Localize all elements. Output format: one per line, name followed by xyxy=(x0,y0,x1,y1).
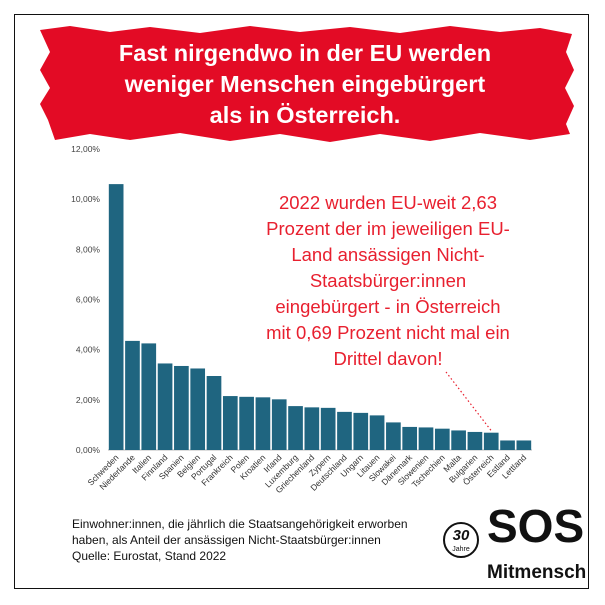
y-tick-label: 2,00% xyxy=(76,395,101,405)
title-banner xyxy=(40,26,574,142)
bar xyxy=(255,397,271,450)
title-line: als in Österreich. xyxy=(209,102,401,128)
bar xyxy=(174,365,189,450)
bar xyxy=(190,368,206,450)
bar xyxy=(386,422,401,450)
footnote-line: Einwohner:innen, die jährlich die Staats… xyxy=(72,517,408,531)
title-line: weniger Menschen eingebürgert xyxy=(124,71,486,97)
bar xyxy=(451,430,466,450)
bar xyxy=(125,340,140,450)
annotation-line: Staatsbürger:innen xyxy=(309,270,467,291)
anniversary-badge: 30 Jahre xyxy=(443,522,479,558)
y-tick-label: 0,00% xyxy=(76,445,101,455)
chart-annotation: 2022 wurden EU-weit 2,63 Prozent der im … xyxy=(238,190,538,372)
bar xyxy=(108,184,124,450)
title-line: Fast nirgendwo in der EU werden xyxy=(118,40,492,66)
bar xyxy=(369,415,385,450)
bar xyxy=(337,411,352,450)
footnote-line: haben, als Anteil der ansässigen Nicht-S… xyxy=(72,533,381,547)
bar xyxy=(288,406,303,450)
bar xyxy=(402,426,418,450)
annotation-line: eingebürgert - in Österreich xyxy=(275,296,501,317)
bar xyxy=(353,412,369,450)
annotation-line: Drittel davon! xyxy=(333,348,443,369)
annotation-line: Prozent der im jeweiligen EU- xyxy=(266,218,510,239)
bar xyxy=(141,343,157,450)
bar xyxy=(222,396,238,450)
badge-word: Jahre xyxy=(452,546,470,553)
bar xyxy=(418,427,434,450)
annotation-line: 2022 wurden EU-weit 2,63 xyxy=(278,192,498,213)
bar xyxy=(304,407,320,450)
chart-footnote: Einwohner:innen, die jährlich die Staats… xyxy=(72,516,412,564)
sos-mitmensch-logo: SOS 30 Jahre Mitmensch xyxy=(443,500,586,583)
bar xyxy=(239,396,254,450)
bar xyxy=(271,399,287,450)
bar xyxy=(483,432,499,450)
bar xyxy=(500,440,515,450)
badge-number: 30 xyxy=(453,527,470,544)
bar xyxy=(320,407,336,450)
bar xyxy=(157,363,173,450)
y-tick-label: 10,00% xyxy=(71,194,100,204)
y-tick-label: 4,00% xyxy=(76,345,101,355)
y-tick-label: 12,00% xyxy=(71,144,100,154)
page-frame xyxy=(14,14,589,589)
y-tick-label: 8,00% xyxy=(76,244,101,254)
banner-brush-shape xyxy=(40,26,574,142)
bar xyxy=(206,376,222,450)
bar xyxy=(467,431,483,450)
bar xyxy=(516,440,532,450)
y-tick-label: 6,00% xyxy=(76,295,101,305)
annotation-line: Land ansässigen Nicht- xyxy=(291,244,485,265)
annotation-pointer xyxy=(445,371,492,432)
source-line: Quelle: Eurostat, Stand 2022 xyxy=(72,549,227,563)
bar xyxy=(434,428,450,450)
annotation-line: mit 0,69 Prozent nicht mal ein xyxy=(266,322,510,343)
logo-sos-text: SOS xyxy=(487,500,584,552)
page-title: Fast nirgendwo in der EU werden weniger … xyxy=(60,38,550,131)
logo-mitmensch-text: Mitmensch xyxy=(487,562,586,583)
